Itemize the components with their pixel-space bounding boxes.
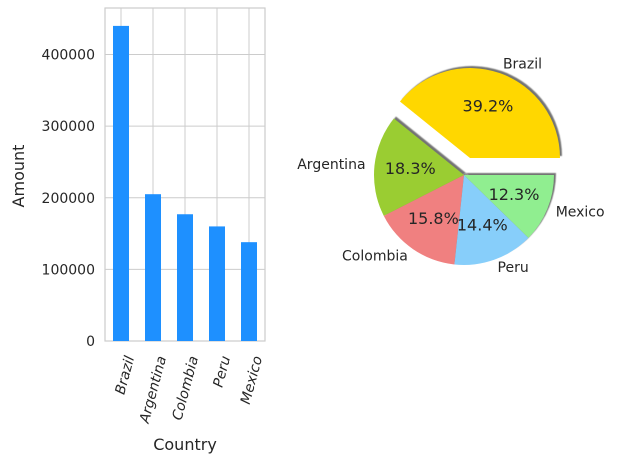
bar-y-tick-label: 300000: [42, 119, 95, 135]
pie-label-mexico: Mexico: [556, 204, 605, 220]
bar-argentina: [145, 194, 161, 341]
bar-brazil: [113, 25, 129, 341]
bar-x-tick-label: Argentina: [137, 354, 170, 425]
bar-x-axis-label: Country: [153, 435, 217, 454]
pie-value-label-mexico: 12.3%: [489, 185, 540, 204]
pie-wedge-argentina: [374, 118, 464, 216]
pie-wedge-colombia: [383, 175, 464, 265]
pie-value-label-argentina: 18.3%: [385, 159, 436, 178]
pie-wedge-peru: [454, 175, 529, 265]
pie-label-argentina: Argentina: [297, 157, 365, 173]
pie-labels: Brazil 39.2% Argentina 18.3% Colombia 15.8% Pe…: [297, 57, 604, 276]
bar-x-tick-label: Colombia: [170, 354, 202, 422]
bar-y-tick-label: 100000: [42, 262, 95, 278]
bar-y-ticks: 0 100000 200000 300000 400000: [42, 48, 95, 350]
bar-x-tick-label: Mexico: [238, 354, 266, 406]
bar-chart: 0 100000 200000 300000 400000 BrazilArgentin…: [9, 7, 267, 454]
bar-mexico: [241, 242, 257, 341]
pie-label-brazil: Brazil: [503, 57, 542, 73]
pie-chart: Brazil 39.2% Argentina 18.3% Colombia 15.8% Pe…: [297, 57, 604, 276]
bar-series: [113, 25, 257, 341]
bar-y-tick-label: 400000: [42, 48, 95, 64]
bar-x-tick-label: Brazil: [113, 354, 139, 396]
bar-colombia: [177, 214, 193, 341]
pie-value-label-brazil: 39.2%: [463, 97, 514, 116]
pie-wedges: [374, 68, 560, 265]
bar-x-tick-label: Peru: [210, 354, 234, 389]
pie-label-colombia: Colombia: [342, 249, 408, 265]
pie-wedge-mexico: [464, 175, 554, 238]
bar-y-tick-label: 200000: [42, 191, 95, 207]
bar-y-axis-label: Amount: [9, 145, 28, 208]
pie-label-peru: Peru: [498, 260, 529, 276]
pie-value-label-peru: 14.4%: [457, 215, 508, 234]
bar-y-tick-label: 0: [86, 334, 95, 350]
pie-wedge-brazil: [399, 68, 560, 159]
bar-peru: [209, 226, 225, 341]
pie-value-label-colombia: 15.8%: [408, 209, 459, 228]
